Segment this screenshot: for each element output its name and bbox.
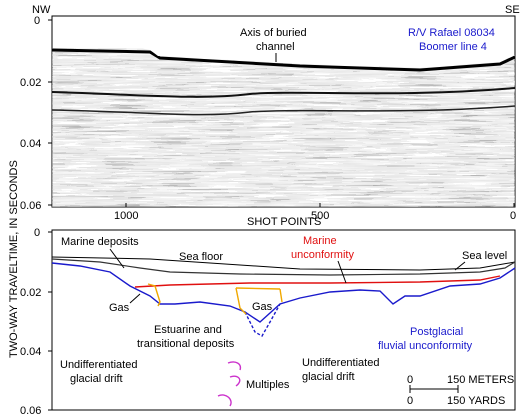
sea-floor-line <box>51 258 516 276</box>
sea-level-pointer <box>454 261 466 271</box>
marine-unconformity-pointer <box>337 260 347 284</box>
gas-zone-left <box>147 283 161 307</box>
seismic-y-tick: 0.02 <box>20 77 41 89</box>
gas-left-pointer <box>129 293 141 304</box>
scale-bar: 0 150 METERS 0 150 YARDS <box>407 374 514 407</box>
gas-label-center: Gas <box>252 301 273 313</box>
seismic-y-tick: 0.04 <box>20 138 41 150</box>
vertical-axis-label: TWO-WAY TRAVELTIME, IN SECONDS <box>8 160 20 358</box>
sea-level-line <box>51 256 516 271</box>
marine-unconformity-line <box>134 275 501 288</box>
seismic-x-tick: 1000 <box>114 210 138 222</box>
seismic-x-tick: 500 <box>311 210 329 222</box>
interp-y-tick: 0.06 <box>20 405 41 417</box>
drift-right-label-1: Undifferentiated <box>302 357 379 369</box>
axis-buried-channel-line1: Axis of buried <box>240 27 307 39</box>
shot-points-label: SHOT POINTS <box>247 216 321 228</box>
interp-y-tick: 0.04 <box>20 346 41 358</box>
postglacial-unconformity-dashed <box>244 303 281 337</box>
gas-label-left: Gas <box>109 302 130 314</box>
drift-right-label-2: glacial drift <box>302 371 355 383</box>
seismic-panel: 0 0.02 0.04 0.06 1000 500 0 SHOT POINTS … <box>20 15 516 228</box>
scale-zero-bottom: 0 <box>407 395 413 407</box>
multiples-lines <box>217 361 242 407</box>
estuarine-label-2: transitional deposits <box>137 338 235 350</box>
drift-left-label-1: Undifferentiated <box>60 359 137 371</box>
seismic-y-tick: 0 <box>34 15 40 27</box>
nw-label: NW <box>32 4 51 16</box>
interpretation-panel: 0 0.02 0.04 0.06 Marine deposits Sea flo… <box>20 227 516 417</box>
estuarine-label-1: Estuarine and <box>154 324 222 336</box>
marine-unconformity-label-2: unconformity <box>291 249 354 261</box>
seismic-y-ticks: 0 0.02 0.04 0.06 <box>20 15 52 212</box>
scale-zero-top: 0 <box>407 374 413 386</box>
interpretation-frame <box>51 229 516 411</box>
sea-floor-label: Sea floor <box>179 251 223 263</box>
gas-zone-center <box>235 287 283 315</box>
seismic-reflections <box>52 48 515 207</box>
interp-y-ticks: 0 0.02 0.04 0.06 <box>20 227 52 417</box>
se-label: SE <box>505 4 520 16</box>
seismic-x-ticks: 1000 500 0 SHOT POINTS <box>114 203 516 228</box>
marine-deposits-pointer <box>109 248 125 269</box>
axis-buried-channel-line2: channel <box>256 41 295 53</box>
interp-y-tick: 0 <box>34 227 40 239</box>
scale-yards: 150 YARDS <box>447 395 505 407</box>
postglacial-label-2: fluvial unconformity <box>378 340 473 352</box>
vessel-line1: R/V Rafael 08034 <box>408 27 495 39</box>
gas-zone-center-top <box>235 287 281 290</box>
seismic-x-tick: 0 <box>510 210 516 222</box>
interp-y-tick: 0.02 <box>20 287 41 299</box>
scale-meters: 150 METERS <box>447 374 514 386</box>
multiples-label: Multiples <box>246 379 290 391</box>
postglacial-label-1: Postglacial <box>410 326 463 338</box>
marine-unconformity-label-1: Marine <box>303 235 337 247</box>
drift-left-label-2: glacial drift <box>70 373 123 385</box>
marine-deposits-label: Marine deposits <box>61 236 139 248</box>
sea-level-label: Sea level <box>462 250 507 262</box>
vessel-line2: Boomer line 4 <box>419 41 487 53</box>
seismic-y-tick: 0.06 <box>20 200 41 212</box>
